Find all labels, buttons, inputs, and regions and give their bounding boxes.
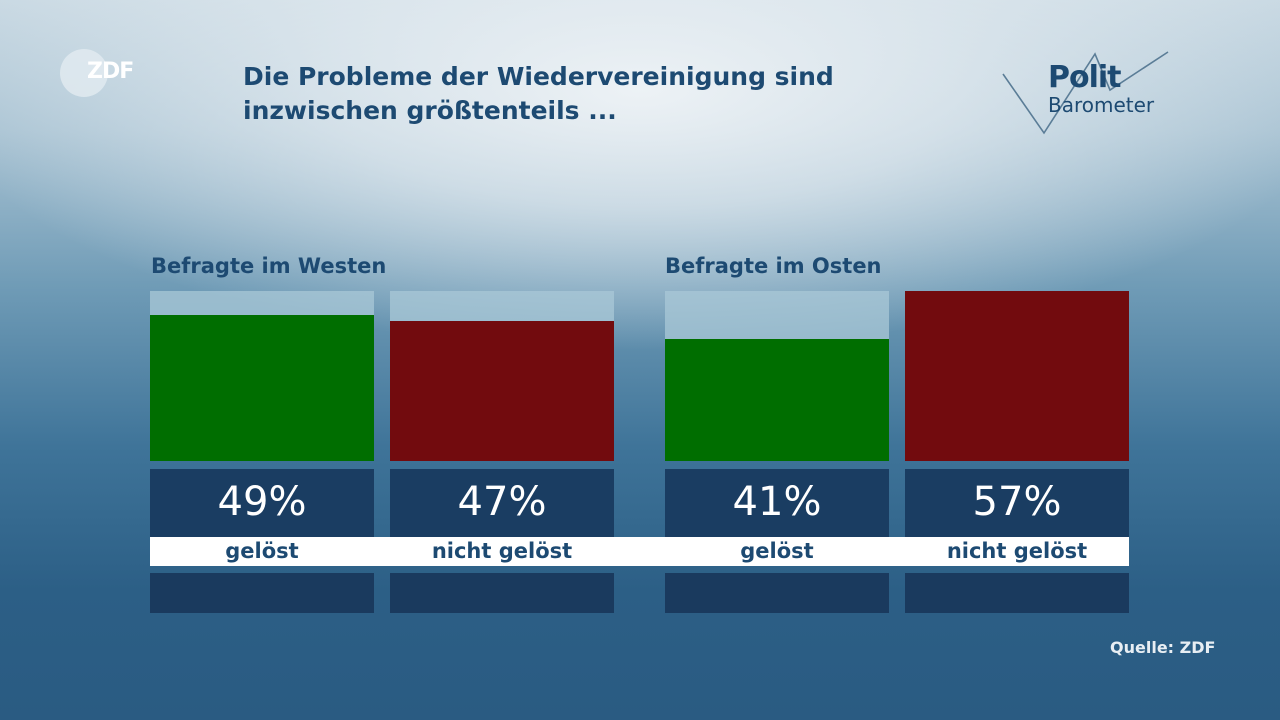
data-label: 49% [217,479,307,525]
barometer-text: Barometer [1048,93,1155,117]
bottom-box [905,573,1129,613]
label-strip [150,537,1129,566]
value-box: 57% [905,469,1129,537]
bar-nicht-geloest [905,291,1129,461]
data-label: 41% [732,479,822,525]
bar-nicht-geloest [390,320,614,461]
zdf-logo-text: ZDF [87,59,134,84]
data-label: 47% [457,479,547,525]
bottom-box [390,573,614,613]
category-label: nicht gelöst [946,539,1088,563]
category-label: nicht gelöst [431,539,573,563]
bottom-box [665,573,889,613]
polit-text: Polit [1048,60,1122,95]
bar-track [150,291,374,461]
data-label: 57% [972,479,1062,525]
group-label-east: Befragte im Osten [665,254,882,278]
bar-geloest [150,314,374,461]
group-label-west: Befragte im Westen [151,254,387,278]
source-note: Quelle: ZDF [1110,638,1216,657]
category-label: gelöst [740,539,814,563]
politbarometer-logo: Polit Barometer [1000,48,1200,138]
bar-track [665,291,889,461]
category-label: gelöst [225,539,299,563]
bar-track [905,291,1129,461]
value-box: 47% [390,469,614,537]
bar-geloest [665,338,889,461]
title-line-1: Die Probleme der Wiedervereinigung sind [243,62,834,91]
title-line-2: inzwischen größtenteils ... [243,96,617,125]
bar-track [390,291,614,461]
bottom-box [150,573,374,613]
politbarometer-zigzag-icon [1002,51,1169,135]
zdf-logo: ZDF [60,49,134,97]
value-box: 41% [665,469,889,537]
chart-title: Die Probleme der Wiedervereinigung sind … [243,60,834,128]
value-box: 49% [150,469,374,537]
